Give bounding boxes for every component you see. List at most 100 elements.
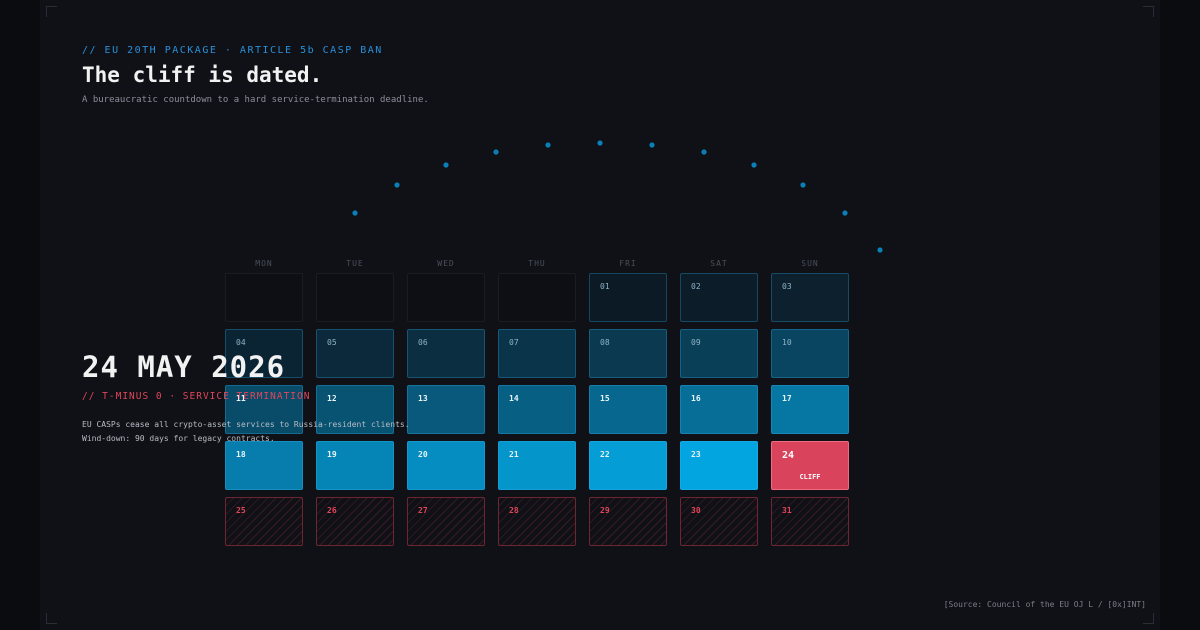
- cliff-tag: CLIFF: [799, 473, 821, 481]
- day-number: 22: [600, 450, 610, 459]
- day-number: 12: [327, 394, 337, 403]
- day-cell: 17: [771, 385, 849, 434]
- day-cell: 10: [771, 329, 849, 378]
- weekday-label: FRI: [619, 259, 637, 268]
- day-number: 19: [327, 450, 337, 459]
- day-cell: 14: [498, 385, 576, 434]
- day-cell: 27: [407, 497, 485, 546]
- subtitle: A bureaucratic countdown to a hard servi…: [82, 95, 429, 105]
- arc-dot: [394, 182, 400, 188]
- day-number: 18: [236, 450, 246, 459]
- day-number: 20: [418, 450, 428, 459]
- day-cell: 29: [589, 497, 667, 546]
- day-cell: 12: [316, 385, 394, 434]
- deadline-line: Wind-down: 90 days for legacy contracts.: [82, 434, 275, 443]
- day-cell: 18: [225, 441, 303, 490]
- day-number: 02: [691, 282, 701, 291]
- day-cell: 04: [225, 329, 303, 378]
- arc-dots: [352, 140, 883, 253]
- corner: [1143, 6, 1154, 17]
- day-number: 16: [691, 394, 701, 403]
- day-number: 07: [509, 338, 519, 347]
- day-cell: 16: [680, 385, 758, 434]
- day-cell: 11: [225, 385, 303, 434]
- weekday-label: MON: [255, 259, 273, 268]
- deadline-date: 24 MAY 2026: [82, 350, 286, 384]
- day-number: 13: [418, 394, 428, 403]
- day-cell: 05: [316, 329, 394, 378]
- day-cell: 25: [225, 497, 303, 546]
- day-number: 25: [236, 506, 246, 515]
- day-cell: 08: [589, 329, 667, 378]
- day-cell: 07: [498, 329, 576, 378]
- day-cell: 15: [589, 385, 667, 434]
- corner: [46, 613, 57, 624]
- day-cell: 19: [316, 441, 394, 490]
- day-cell: 21: [498, 441, 576, 490]
- day-cell: 30: [680, 497, 758, 546]
- weekday-label: WED: [437, 259, 455, 268]
- day-number: 17: [782, 394, 792, 403]
- arc-dot: [493, 149, 499, 155]
- deadline-line: EU CASPs cease all crypto-asset services…: [82, 420, 410, 429]
- day-number: 01: [600, 282, 610, 291]
- day-number: 23: [691, 450, 701, 459]
- arc-dot: [352, 210, 358, 216]
- day-cell: 01: [589, 273, 667, 322]
- weekday-label: SAT: [710, 259, 728, 268]
- day-cell: 09: [680, 329, 758, 378]
- day-cell: 20: [407, 441, 485, 490]
- weekday-label: THU: [528, 259, 546, 268]
- kicker: // EU 20TH PACKAGE · ARTICLE 5b CASP BAN: [82, 45, 383, 56]
- arc-dot: [842, 210, 848, 216]
- cliff-cell: 24 CLIFF: [771, 441, 849, 490]
- title: The cliff is dated.: [82, 63, 323, 87]
- day-number: 09: [691, 338, 701, 347]
- weekday-label: SUN: [801, 259, 819, 268]
- day-number: 08: [600, 338, 610, 347]
- day-cell: 31: [771, 497, 849, 546]
- day-number: 05: [327, 338, 337, 347]
- day-number: 03: [782, 282, 792, 291]
- day-cell: 23: [680, 441, 758, 490]
- day-number: 30: [691, 506, 701, 515]
- day-number: 04: [236, 338, 246, 347]
- day-number: 24: [782, 450, 795, 461]
- arc-dot: [443, 162, 449, 168]
- empty-cell: [498, 273, 576, 322]
- day-number: 10: [782, 338, 792, 347]
- day-number: 28: [509, 506, 519, 515]
- day-cell: 28: [498, 497, 576, 546]
- source: [Source: Council of the EU OJ L / [0x]IN…: [943, 600, 1146, 609]
- day-number: 21: [509, 450, 519, 459]
- corner: [46, 6, 57, 17]
- day-number: 11: [236, 394, 246, 403]
- arc-dot: [649, 142, 655, 148]
- deadline-status: // T-MINUS 0 · SERVICE TERMINATION: [82, 391, 311, 402]
- arc-dot: [545, 142, 551, 148]
- arc-dot: [701, 149, 707, 155]
- day-cell: 13: [407, 385, 485, 434]
- arc-dot: [800, 182, 806, 188]
- arc-dot: [877, 247, 883, 253]
- empty-cell: [407, 273, 485, 322]
- day-cell: 22: [589, 441, 667, 490]
- day-cell: 02: [680, 273, 758, 322]
- day-cell: 03: [771, 273, 849, 322]
- day-number: 14: [509, 394, 519, 403]
- day-cell: 06: [407, 329, 485, 378]
- day-number: 27: [418, 506, 428, 515]
- empty-cell: [225, 273, 303, 322]
- corner: [1143, 613, 1154, 624]
- day-number: 15: [600, 394, 610, 403]
- arc-dot: [751, 162, 757, 168]
- day-number: 26: [327, 506, 337, 515]
- day-cell: 26: [316, 497, 394, 546]
- weekday-label: TUE: [346, 259, 364, 268]
- empty-cell: [316, 273, 394, 322]
- day-number: 06: [418, 338, 428, 347]
- arc-dot: [597, 140, 603, 146]
- day-number: 29: [600, 506, 610, 515]
